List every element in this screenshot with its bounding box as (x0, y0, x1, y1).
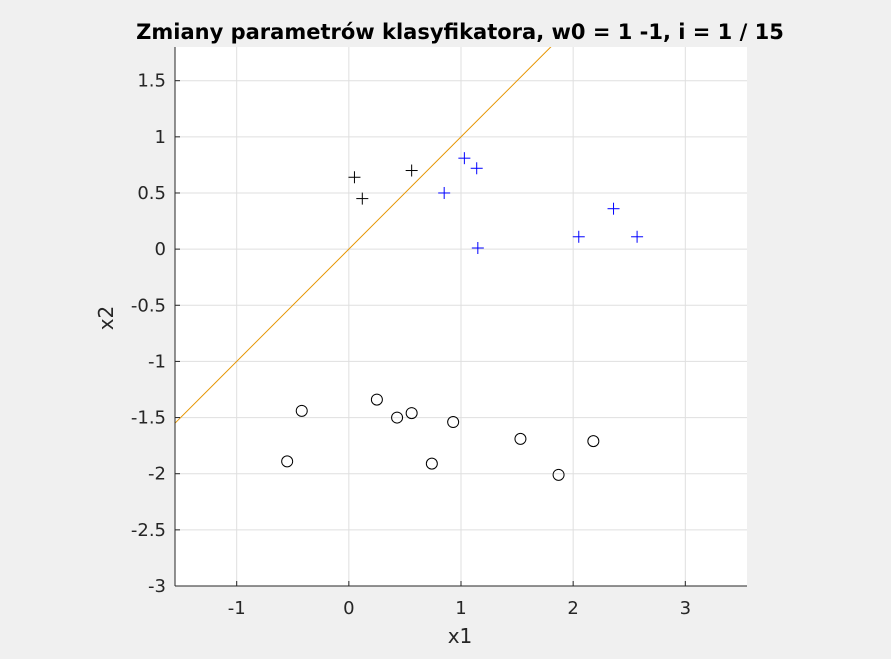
y-tick-label: 1.5 (137, 71, 166, 92)
circle-marker (552, 468, 565, 481)
y-axis-label: x2 (94, 306, 118, 331)
x-tick-label: 1 (455, 598, 466, 619)
x-tick-label: 0 (343, 598, 354, 619)
data-layer (175, 47, 644, 481)
y-tick-label: -3 (148, 576, 166, 597)
decision-boundary-line (175, 47, 552, 424)
plus-marker (471, 242, 484, 255)
y-tick-label: -1 (148, 351, 166, 372)
y-tick-label: -0.5 (131, 295, 166, 316)
x-tick-label: -1 (228, 598, 246, 619)
plus-marker (348, 171, 361, 184)
tick-labels: -1 0 1 2 3 -3 -2.5 -2 -1.5 -1 -0.5 0 0.5 1 1.5 (131, 71, 691, 619)
circle-marker (405, 407, 418, 420)
circle-marker (370, 393, 383, 406)
circle-marker (425, 457, 438, 470)
circle-marker (281, 455, 294, 468)
plus-marker (458, 152, 471, 165)
circle-marker (587, 435, 600, 448)
x-axis-label: x1 (448, 624, 473, 648)
y-tick-label: -2 (148, 464, 166, 485)
x-tick-label: 2 (567, 598, 578, 619)
y-tick-label: -2.5 (131, 520, 166, 541)
plus-marker (356, 192, 369, 205)
y-tick-label: 1 (155, 127, 166, 148)
y-tick-label: 0 (155, 239, 166, 260)
circle-marker (391, 411, 404, 424)
plus-marker (470, 162, 483, 175)
plus-marker (607, 202, 620, 215)
plus-marker (572, 230, 585, 243)
circle-marker (447, 416, 460, 429)
circle-marker (514, 432, 527, 445)
chart-title: Zmiany parametrów klasyfikatora, w0 = 1 … (136, 20, 784, 44)
plus-marker (631, 230, 644, 243)
x-tick-label: 3 (680, 598, 691, 619)
plus-marker (438, 186, 451, 199)
y-tick-label: -1.5 (131, 408, 166, 429)
axes (174, 47, 747, 587)
y-tick-label: 0.5 (137, 183, 166, 204)
plus-marker (405, 164, 418, 177)
circle-marker (295, 404, 308, 417)
